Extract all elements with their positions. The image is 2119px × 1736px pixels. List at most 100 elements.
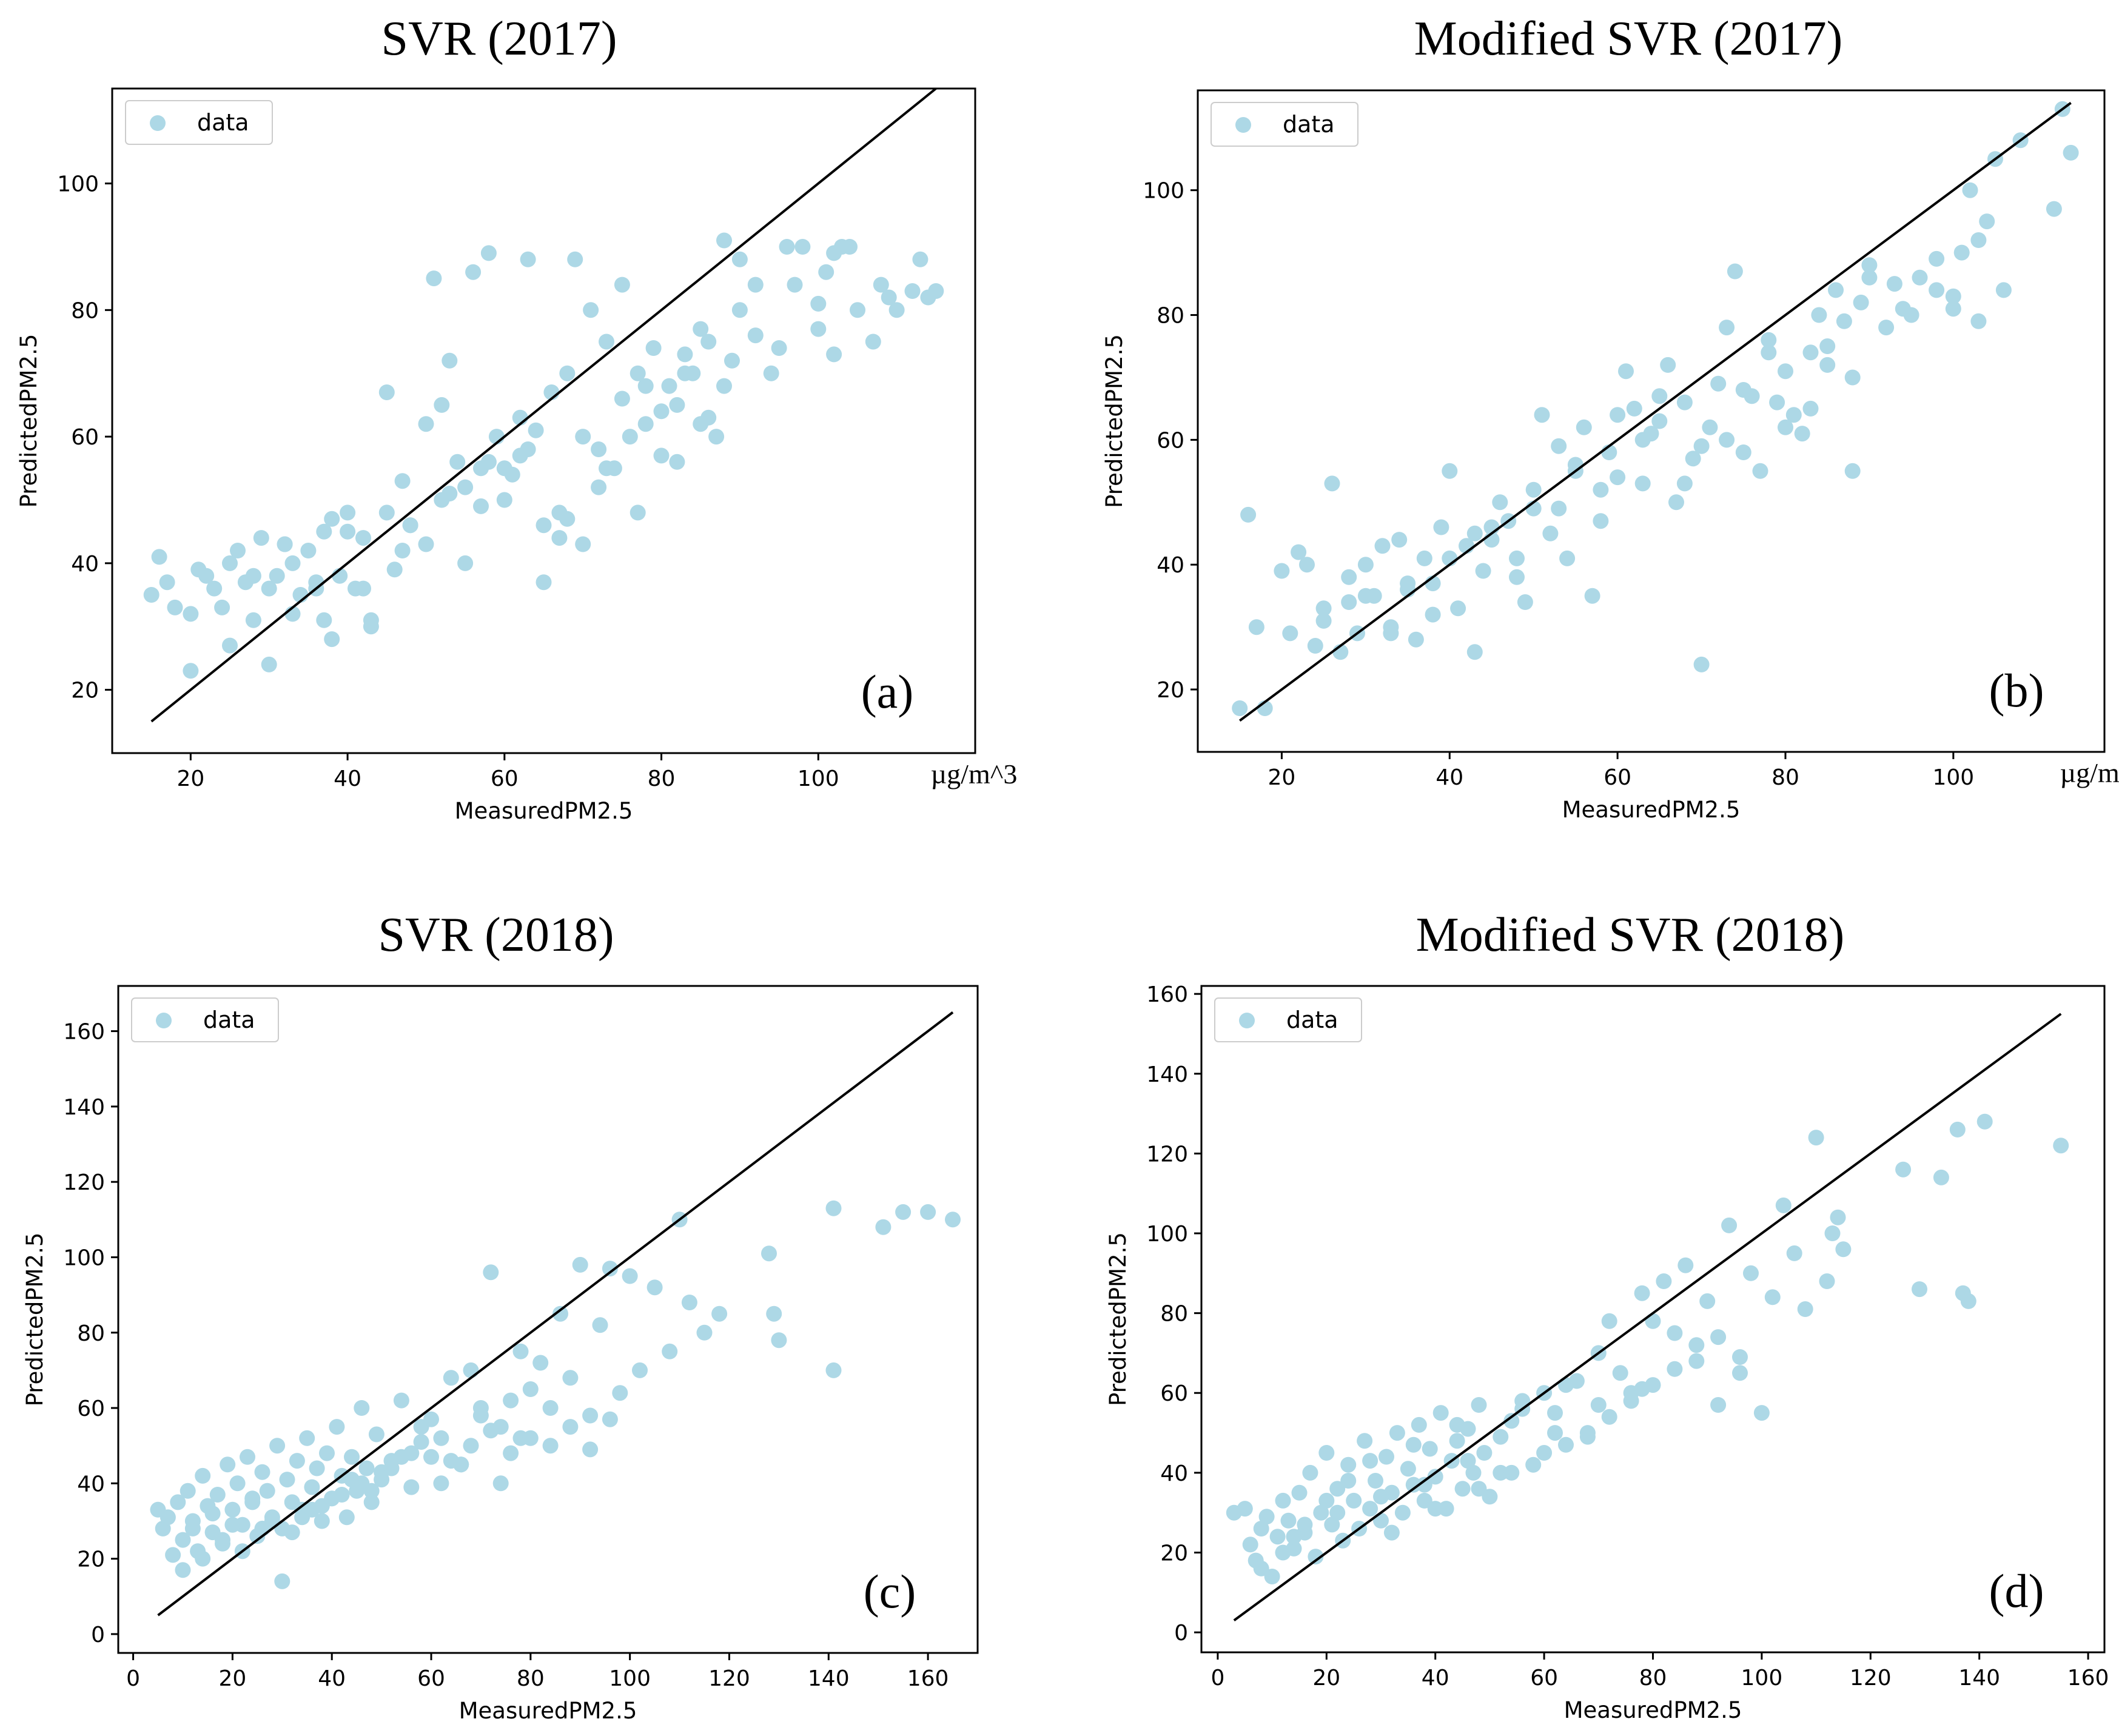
panel-c-data-point — [224, 1501, 241, 1518]
panel-c-data-point — [309, 1460, 325, 1476]
panel-b-data-point — [1341, 594, 1357, 610]
panel-d-data-point — [1721, 1217, 1738, 1233]
panel-a-data-point — [794, 239, 811, 255]
panel-c-data-point — [602, 1261, 618, 1277]
panel-c-reference-line — [157, 1011, 954, 1617]
panel-c-data-point — [175, 1532, 191, 1548]
panel-a-title: SVR (2017) — [381, 12, 617, 65]
panel-d-data-point — [1346, 1492, 1362, 1509]
panel-d-data-point — [1427, 1469, 1443, 1485]
panel-a: SVR (2017) 20 40 60 80 100 20 40 60 80 100 Measu… — [16, 12, 1017, 824]
panel-c-x-axis-label: MeasuredPM2.5 — [459, 1698, 637, 1724]
panel-c-data-point — [562, 1419, 579, 1435]
panel-a-data-point — [599, 460, 614, 477]
panel-b-data-point — [1634, 432, 1651, 448]
panel-a-data-point — [818, 264, 835, 280]
panel-d-x-tick-label: 0 — [1211, 1666, 1224, 1691]
panel-d-data-point — [1536, 1445, 1553, 1461]
panel-d-data-point — [1912, 1281, 1927, 1298]
panel-b-x-tick-label: 100 — [1932, 765, 1974, 790]
panel-b-tag: (b) — [1989, 664, 2044, 717]
panel-b-data-point — [1702, 419, 1718, 435]
panel-d-data-point — [1291, 1484, 1308, 1501]
panel-c-data-point — [433, 1475, 449, 1492]
panel-a-data-point — [143, 587, 160, 603]
panel-a-data-point — [575, 536, 591, 552]
panel-b-data-point — [1719, 320, 1735, 336]
panel-b-x-ticks: 20 40 60 80 100 — [1268, 752, 1974, 790]
panel-a-data-point — [206, 580, 223, 597]
panel-c-legend-marker — [156, 1013, 172, 1028]
panel-c-data-point — [354, 1400, 370, 1416]
panel-d-data-point — [1324, 1516, 1340, 1533]
panel-d-data-point — [1949, 1121, 1966, 1138]
panel-d-data-point — [1743, 1265, 1759, 1281]
panel-c-x-tick-label: 140 — [808, 1666, 850, 1691]
panel-c-data-point — [269, 1438, 286, 1454]
panel-d-data-point — [1753, 1405, 1770, 1421]
panel-d-data-point — [1329, 1504, 1346, 1521]
panel-b-y-tick-label: 60 — [1157, 428, 1184, 453]
panel-a-data-point — [378, 384, 395, 400]
panel-a-tag: (a) — [861, 665, 914, 718]
panel-a-data-point — [708, 429, 725, 445]
panel-b-points — [1232, 101, 2079, 716]
panel-d-data-point — [1634, 1381, 1650, 1397]
panel-d-data-point — [1264, 1569, 1280, 1584]
panel-c-data-point — [492, 1475, 509, 1492]
panel-c-data-point — [572, 1256, 588, 1273]
panel-c-x-ticks: 0 20 40 60 80 100 120 140 160 — [126, 1653, 949, 1691]
panel-a-data-point — [269, 568, 285, 584]
panel-c-data-point — [254, 1464, 270, 1480]
panel-b: Modified SVR (2017) 20 40 60 80 100 20 40 60 80… — [1101, 12, 2119, 823]
panel-a-data-point — [277, 536, 293, 552]
panel-c-data-point — [483, 1264, 499, 1281]
panel-a-data-point — [394, 473, 411, 489]
panel-a-data-point — [567, 251, 583, 267]
panel-c-data-point — [368, 1426, 385, 1443]
panel-a-y-tick-label: 80 — [71, 298, 99, 323]
panel-d-x-tick-label: 100 — [1741, 1666, 1783, 1691]
panel-a-data-point — [559, 511, 576, 527]
panel-a-data-point — [480, 245, 497, 261]
panel-a-data-point — [340, 523, 356, 540]
panel-c-data-point — [403, 1479, 420, 1495]
panel-c-title: SVR (2018) — [378, 908, 614, 962]
panel-a-data-point — [630, 365, 646, 381]
panel-b-data-point — [1466, 525, 1483, 541]
panel-b-data-point — [1853, 294, 1869, 310]
panel-d-data-point — [1634, 1285, 1650, 1301]
panel-d-data-point — [1786, 1245, 1802, 1261]
panel-a-data-point — [183, 663, 199, 679]
panel-b-data-point — [1953, 244, 1970, 261]
panel-b-data-point — [1802, 344, 1819, 361]
panel-a-data-point — [622, 429, 638, 445]
panel-c-data-point — [825, 1200, 842, 1216]
panel-d-y-tick-label: 140 — [1146, 1062, 1188, 1087]
panel-b-data-point — [1819, 357, 1836, 373]
panel-d-data-point — [1411, 1416, 1427, 1433]
panel-a-data-point — [731, 302, 748, 318]
panel-c-legend-box — [131, 997, 279, 1042]
panel-b-data-point — [1693, 438, 1710, 454]
panel-a-data-point — [536, 517, 552, 534]
panel-d-x-tick-label: 140 — [1958, 1666, 2000, 1691]
panel-a-y-tick-label: 40 — [71, 552, 99, 577]
panel-c-data-point — [393, 1392, 409, 1409]
panel-c-data-point — [344, 1472, 360, 1488]
panel-b-data-point — [1836, 313, 1852, 329]
panel-c-data-point — [165, 1547, 181, 1563]
panel-a-data-point — [771, 340, 787, 356]
panel-a-data-point — [261, 656, 277, 672]
panel-b-data-point — [1970, 232, 1987, 248]
panel-d-data-point — [1253, 1521, 1269, 1537]
panel-a-data-point — [159, 574, 175, 591]
panel-a-data-point — [763, 365, 779, 381]
panel-a-x-tick-label: 20 — [176, 766, 204, 791]
panel-a-data-point — [378, 504, 395, 521]
panel-a-data-point — [677, 365, 693, 381]
panel-a-data-point — [363, 612, 379, 628]
panel-a-data-point — [222, 555, 238, 571]
panel-c-data-point — [224, 1516, 241, 1533]
panel-d-data-point — [1476, 1445, 1493, 1461]
